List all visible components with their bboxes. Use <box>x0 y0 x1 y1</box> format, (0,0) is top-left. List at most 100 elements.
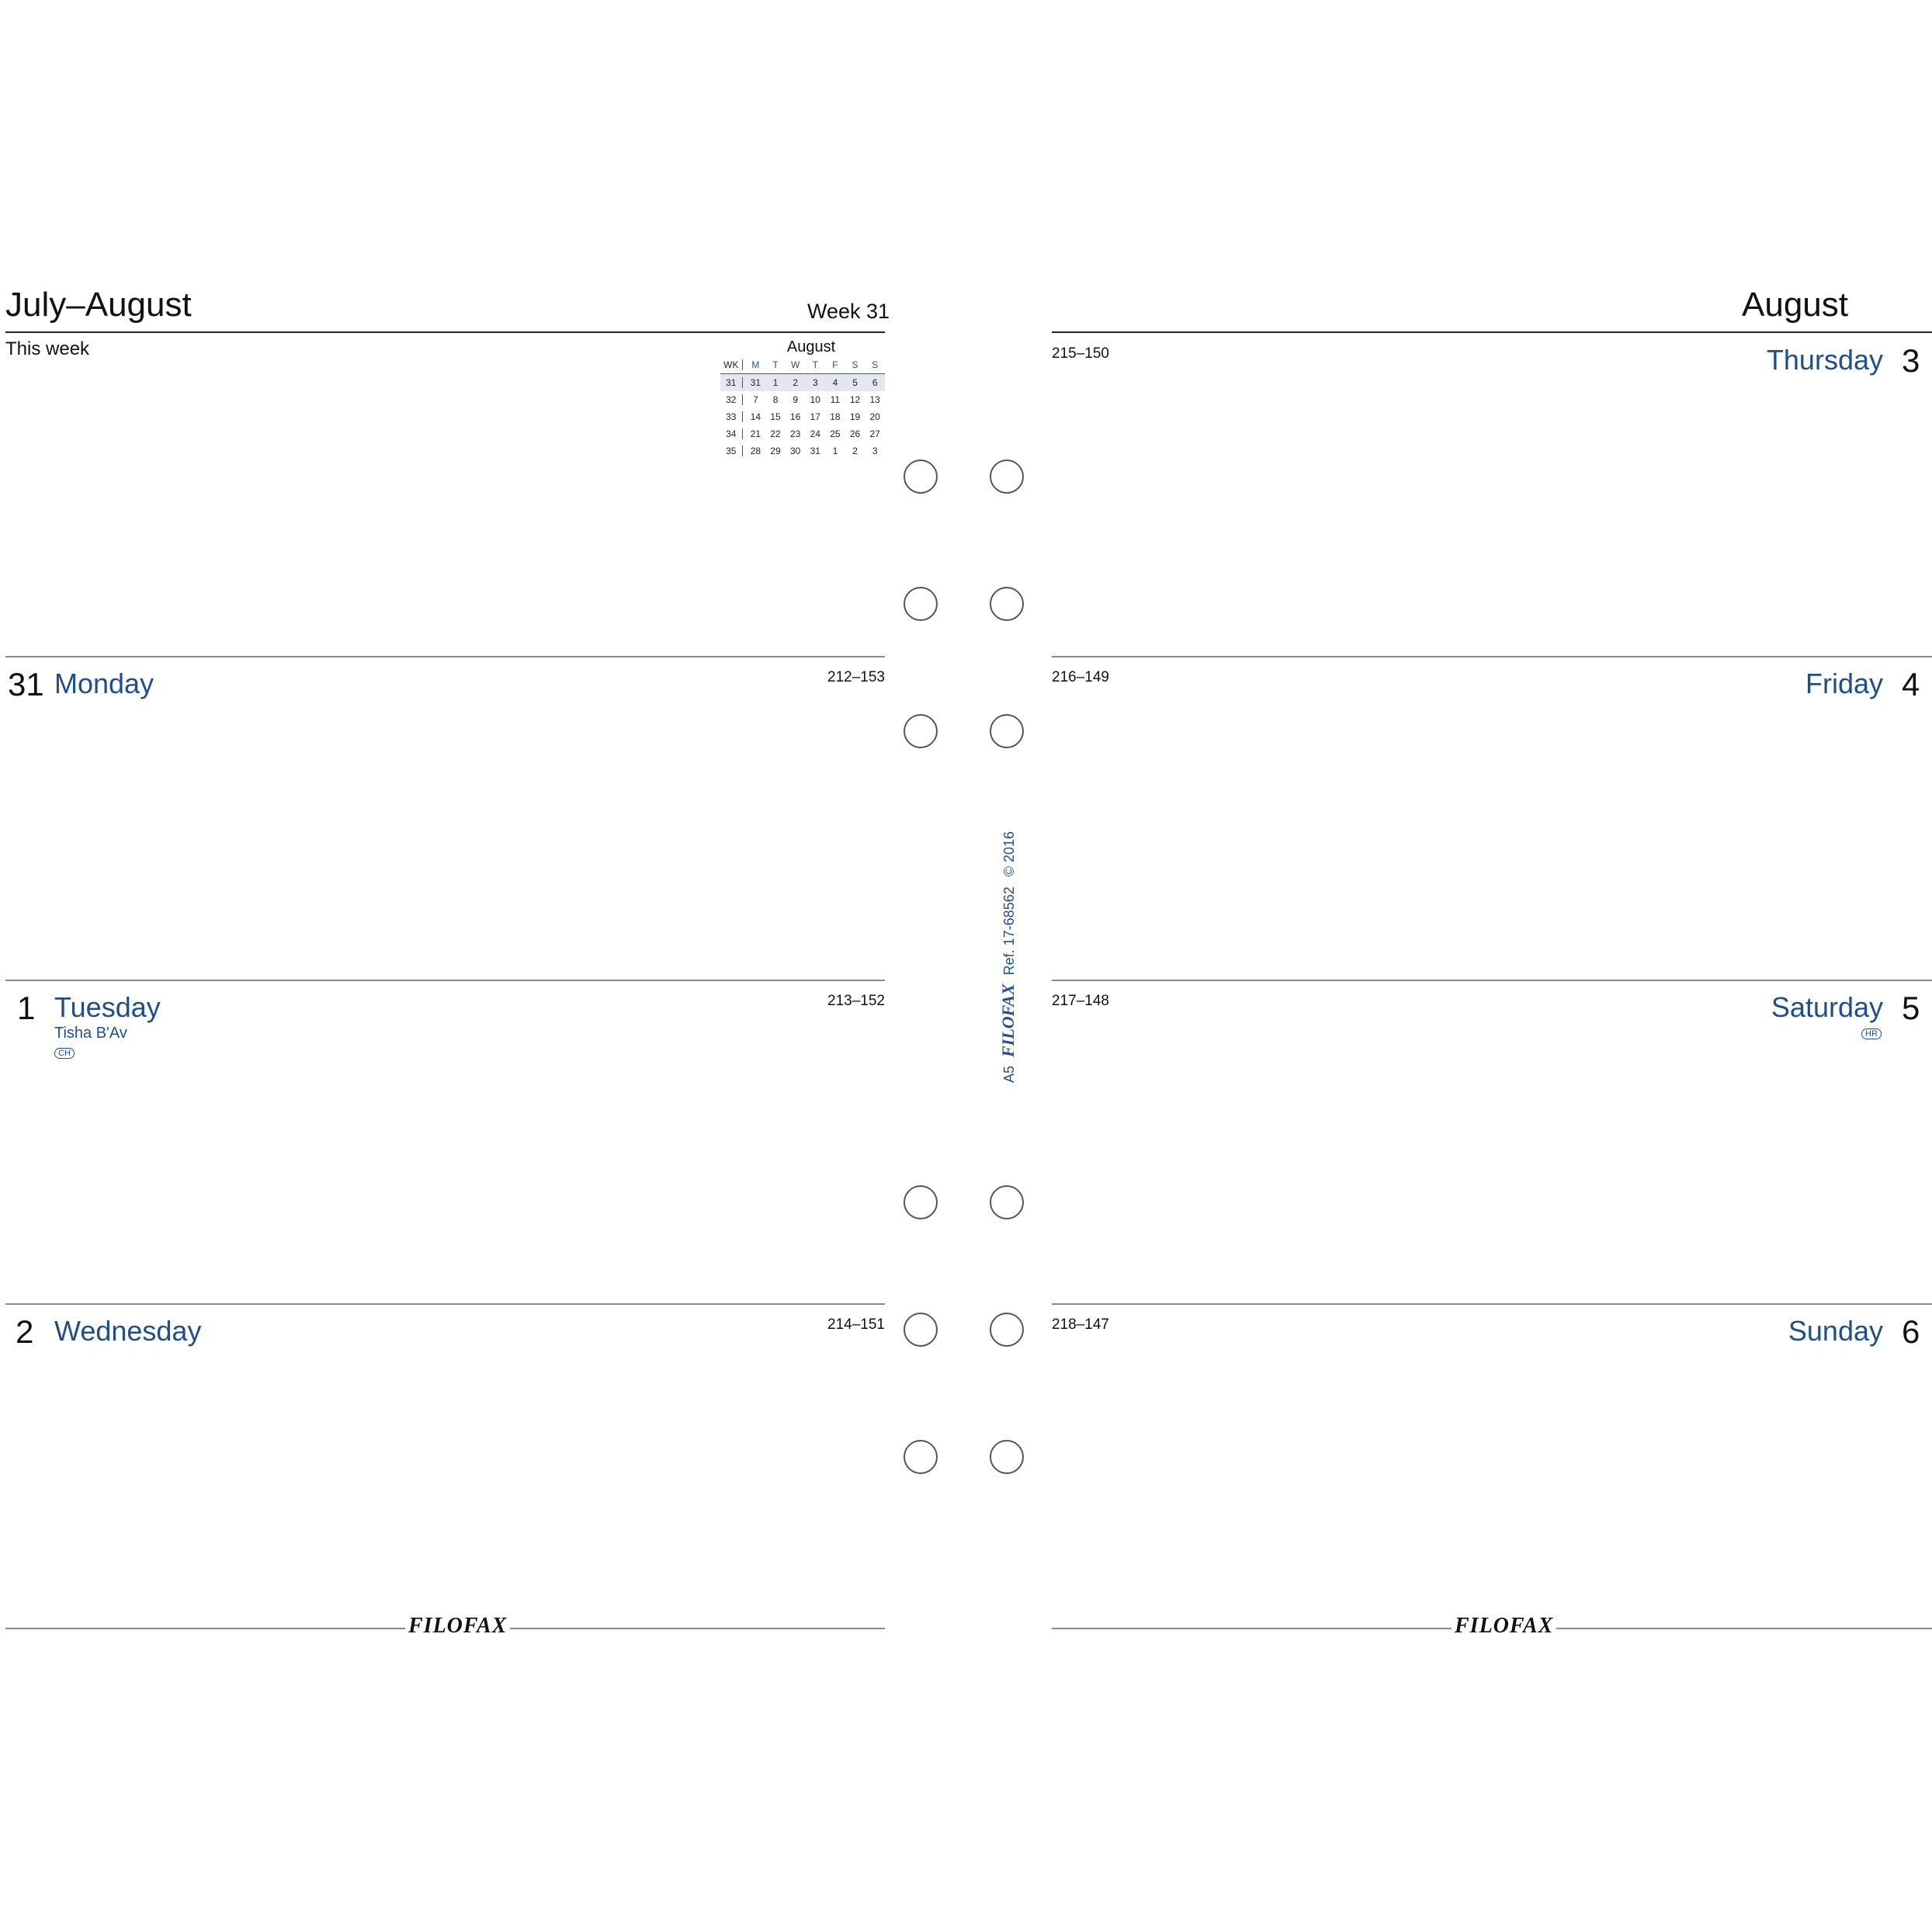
punch-hole <box>990 460 1024 494</box>
cal-day: 21 <box>750 428 761 439</box>
cal-day: 26 <box>849 428 861 439</box>
saturday-region-badge: HR <box>1861 1026 1882 1040</box>
punch-hole <box>990 714 1024 748</box>
cal-day: 18 <box>830 411 841 422</box>
punch-hole <box>904 587 938 621</box>
sunday-day-code: 218–147 <box>1052 1316 1109 1333</box>
tuesday-holiday-note: Tisha B'Av <box>54 1025 127 1042</box>
cal-header-cell: M <box>751 359 760 370</box>
left-page-title: July–August <box>5 286 192 324</box>
right-page-title: August <box>1742 286 1848 324</box>
punch-hole <box>904 1313 938 1347</box>
tuesday-date-number: 1 <box>17 990 36 1026</box>
sunday-date-number: 6 <box>1902 1313 1920 1350</box>
tuesday-day-code: 213–152 <box>827 993 885 1009</box>
this-week-label: This week <box>5 338 90 359</box>
cal-week-row: 33 14 15 16 17 18 19 20 <box>720 408 885 425</box>
saturday-date-number: 5 <box>1902 990 1920 1026</box>
thursday-date-number: 3 <box>1902 342 1920 379</box>
monday-day-code: 212–153 <box>827 669 885 685</box>
left-header-rule <box>5 331 885 333</box>
cal-day: 29 <box>770 446 781 456</box>
cal-day: 9 <box>793 394 798 405</box>
cal-day: 23 <box>789 428 801 439</box>
cal-day: 14 <box>750 411 761 422</box>
wednesday-rule <box>5 1303 885 1305</box>
sunday-day-name: Sunday <box>1788 1315 1883 1347</box>
cal-header-cell: S <box>852 359 858 370</box>
cal-week-row: 31 31 1 2 3 4 5 6 <box>720 374 885 391</box>
cal-day: 15 <box>770 411 781 422</box>
cal-day: 30 <box>789 446 801 456</box>
punch-hole <box>904 1185 938 1219</box>
saturday-rule <box>1052 980 1932 981</box>
thursday-day-name: Thursday <box>1766 344 1883 376</box>
cal-week-row: 35 28 29 30 31 1 2 3 <box>720 442 885 460</box>
monday-day-name: Monday <box>54 668 154 699</box>
cal-week-number: 34 <box>720 428 743 439</box>
cal-day: 1 <box>832 446 838 456</box>
cal-day: 10 <box>810 394 820 405</box>
mini-calendar: August WK M T W T F S S 31 31 1 2 3 4 5 … <box>720 338 885 460</box>
right-footer-logo: FILOFAX <box>1452 1614 1557 1639</box>
cal-day: 13 <box>869 394 880 405</box>
cal-day: 3 <box>872 446 878 456</box>
cal-day: 27 <box>869 428 880 439</box>
cal-day: 22 <box>770 428 781 439</box>
cal-week-number: 35 <box>720 446 743 456</box>
cal-day: 6 <box>872 377 878 388</box>
ch-badge: CH <box>54 1048 75 1059</box>
hr-badge: HR <box>1861 1028 1882 1039</box>
cal-week-row: 32 7 8 9 10 11 12 13 <box>720 391 885 408</box>
spine-brand: FILOFAX <box>998 983 1018 1057</box>
tuesday-region-badge: CH <box>54 1046 75 1060</box>
friday-date-number: 4 <box>1902 666 1920 702</box>
cal-day: 7 <box>753 394 758 405</box>
wednesday-day-name: Wednesday <box>54 1315 202 1347</box>
cal-day: 2 <box>793 377 798 388</box>
cal-day: 19 <box>849 411 861 422</box>
cal-day: 28 <box>750 446 761 456</box>
cal-day: 31 <box>810 446 820 456</box>
cal-day: 5 <box>852 377 858 388</box>
friday-day-code: 216–149 <box>1052 669 1109 685</box>
cal-header-cell: F <box>832 359 838 370</box>
saturday-day-name: Saturday <box>1771 991 1883 1023</box>
cal-day: 12 <box>849 394 861 405</box>
cal-day: 16 <box>789 411 801 422</box>
monday-date-number: 31 <box>8 666 44 702</box>
tuesday-day-name: Tuesday <box>54 991 161 1023</box>
punch-hole <box>904 714 938 748</box>
cal-week-number: 33 <box>720 411 743 422</box>
tuesday-rule <box>5 980 885 981</box>
cal-header-cell: T <box>772 359 779 370</box>
punch-hole <box>990 587 1024 621</box>
left-footer-logo: FILOFAX <box>405 1614 511 1639</box>
monday-rule <box>5 656 885 657</box>
wednesday-day-code: 214–151 <box>827 1316 885 1333</box>
cal-day: 1 <box>772 377 779 388</box>
sunday-rule <box>1052 1303 1932 1305</box>
cal-day: 17 <box>810 411 820 422</box>
friday-rule <box>1052 656 1932 657</box>
cal-week-row: 34 21 22 23 24 25 26 27 <box>720 425 885 442</box>
mini-calendar-month: August <box>786 338 836 356</box>
punch-hole <box>990 1440 1024 1474</box>
spine-copyright: © 2016 <box>1001 831 1017 877</box>
cal-day: 3 <box>812 377 818 388</box>
cal-day: 2 <box>852 446 858 456</box>
saturday-day-code: 217–148 <box>1052 993 1109 1009</box>
thursday-day-code: 215–150 <box>1052 345 1109 362</box>
spine-size: A5 <box>1001 1065 1017 1083</box>
cal-header-cell: S <box>872 359 879 370</box>
mini-calendar-header: WK M T W T F S S <box>720 356 885 374</box>
friday-day-name: Friday <box>1805 668 1883 699</box>
cal-day: 20 <box>869 411 880 422</box>
spine-ref: Ref. 17-68562 <box>1001 886 1017 976</box>
right-header-rule <box>1052 331 1932 333</box>
cal-day: 8 <box>772 394 779 405</box>
wednesday-date-number: 2 <box>16 1313 34 1350</box>
cal-day: 25 <box>830 428 841 439</box>
cal-day: 24 <box>810 428 820 439</box>
cal-week-number: 32 <box>720 394 743 405</box>
